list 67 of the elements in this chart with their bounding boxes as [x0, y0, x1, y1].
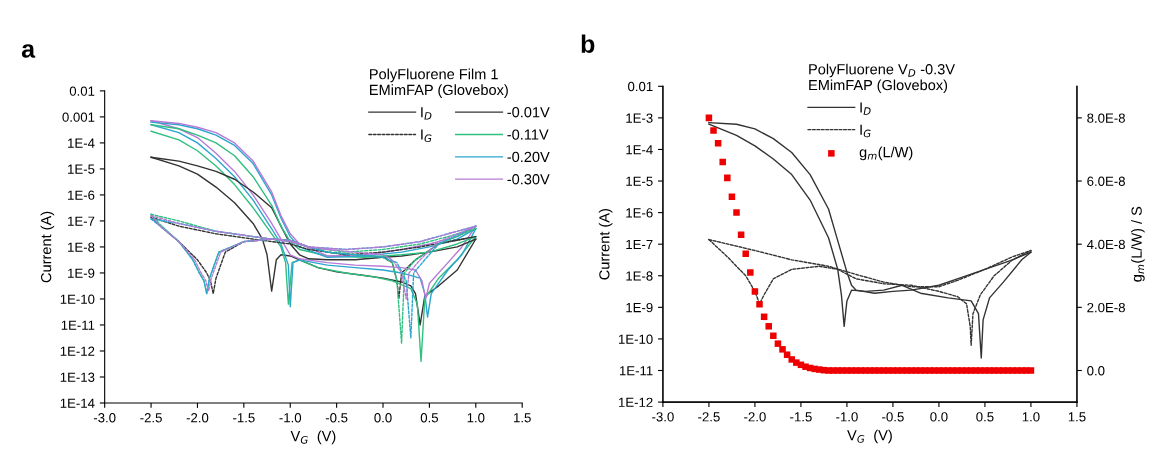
- legend-label: I$_{D}$: [860, 102, 871, 115]
- annotation: -0.01V: [507, 107, 550, 118]
- x-tick-label: 0.5: [976, 412, 994, 422]
- y-tick-label: 0.01: [628, 81, 653, 92]
- y-tick-label: 0.01: [69, 86, 95, 96]
- y2-tick-label: 2.0E-8: [1087, 302, 1125, 313]
- x-tick-label: 1.0: [467, 413, 485, 423]
- y2-tick-label: 0.0: [1087, 366, 1105, 376]
- legend-label: I$_{D}$: [421, 107, 432, 120]
- x-tick-label: 0.0: [374, 413, 392, 423]
- y-tick-label: 1E-7: [68, 216, 95, 226]
- x-tick-label: -2.5: [140, 413, 162, 423]
- x-tick-label: -0.5: [325, 413, 348, 423]
- y-tick-label: 1E-13: [60, 372, 95, 382]
- y-tick-label: 1E-3: [626, 113, 653, 123]
- y-tick-label: 1E-5: [626, 176, 653, 186]
- y-tick-label: 1E-12: [618, 397, 653, 407]
- y-tick-label: 1E-11: [61, 320, 95, 330]
- x-tick-label: -1.5: [233, 413, 255, 423]
- x-tick-label: 1.0: [1022, 412, 1040, 422]
- y-tick-label: 1E-12: [60, 346, 95, 356]
- y-axis-title: Current (A): [598, 209, 613, 280]
- x-tick-label: -1.5: [790, 412, 812, 422]
- y-tick-label: 1E-5: [68, 164, 95, 174]
- legend-label: -0.30V: [507, 174, 550, 185]
- x-axis-title: V$_{G}$ (V): [847, 429, 892, 444]
- y2-tick-label: 4.0E-8: [1086, 239, 1125, 250]
- chart-title: b: [581, 34, 595, 53]
- y-tick-label: 1E-8: [68, 242, 95, 252]
- legend-label: I$_{G}$: [860, 124, 871, 138]
- x-tick-label: 1.5: [1068, 412, 1086, 422]
- y-tick-label: 1E-4: [68, 138, 95, 148]
- legend-label: -0.11V: [507, 129, 549, 140]
- y-tick-label: 0.001: [62, 112, 95, 122]
- x-tick-label: -0.5: [882, 412, 904, 422]
- x-tick-label: -2.0: [744, 412, 766, 422]
- y-tick-label: 1E-8: [626, 271, 653, 281]
- y-tick-label: 1E-7: [626, 239, 653, 249]
- y-tick-label: 1E-10: [618, 334, 653, 344]
- legend-label: g$_{m}$(L/W): [859, 146, 913, 161]
- x-tick-label: 0.5: [420, 413, 439, 423]
- x-tick-label: -3.0: [93, 413, 116, 423]
- y2-tick-label: 6.0E-8: [1087, 176, 1125, 186]
- x-tick-label: -2.0: [186, 413, 209, 423]
- x-tick-label: -1.0: [279, 413, 302, 423]
- y-tick-label: 1E-9: [626, 302, 653, 313]
- legend-label: -0.20V: [507, 151, 550, 163]
- x-tick-label: -3.0: [652, 412, 674, 422]
- y2-axis-title: g$_{m}$(L/W) / S: [1131, 206, 1145, 282]
- y-tick-label: 1E-11: [619, 366, 653, 376]
- legend-label: I$_{G}$: [421, 129, 432, 143]
- y-axis-title: Current (A): [40, 211, 55, 283]
- x-tick-label: 1.5: [514, 413, 531, 423]
- legend-title: PolyFluorene Film 1 EMimFAP (Glovebox): [370, 68, 508, 98]
- x-tick-label: 0.0: [930, 412, 948, 422]
- y-tick-label: 1E-6: [68, 190, 95, 200]
- y-tick-label: 1E-6: [626, 208, 653, 218]
- legend-title: PolyFluorene V$_{D}$ -0.3V EMimFAP (Glovebox): [809, 63, 955, 94]
- x-tick-label: -1.0: [836, 412, 858, 422]
- chart-title: a: [21, 44, 36, 58]
- x-tick-label: -2.5: [698, 412, 720, 422]
- x-axis-title: V$_{G}$ (V): [290, 430, 336, 445]
- y-tick-label: 1E-4: [626, 145, 653, 155]
- y2-tick-label: 8.0E-8: [1087, 113, 1125, 123]
- y-tick-label: 1E-14: [60, 398, 95, 408]
- y-tick-label: 1E-10: [60, 294, 95, 304]
- y-tick-label: 1E-9: [68, 268, 95, 278]
